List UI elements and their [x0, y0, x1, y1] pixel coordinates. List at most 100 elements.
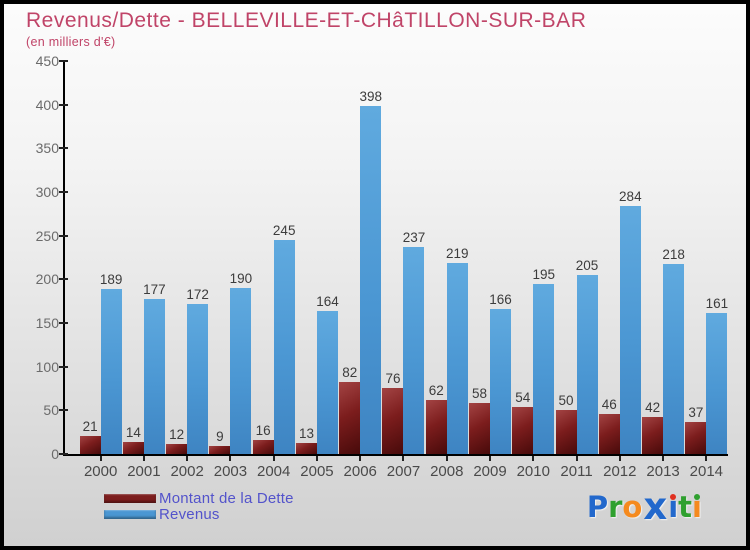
x-axis-tick: [359, 456, 362, 461]
dette-bar: 12: [166, 427, 188, 454]
y-axis-tick: [59, 147, 68, 150]
revenus-bar-value-label: 189: [99, 271, 123, 287]
y-axis-tick: [59, 322, 68, 324]
x-axis-year-label: 2008: [430, 463, 464, 480]
year-group-2005: 13 164 2005: [295, 61, 339, 480]
revenus-bar: 164: [316, 294, 339, 454]
revenus-bar-value-label: 195: [532, 266, 556, 282]
y-axis-tick-label: 0: [51, 446, 59, 462]
logo-letter: P: [586, 490, 609, 524]
y-axis-tick: [59, 453, 68, 455]
revenus-bar: 161: [706, 296, 728, 454]
legend-label: Montant de la Dette: [159, 489, 294, 507]
revenus-bar-value-label: 161: [705, 296, 729, 312]
year-group-2014: 37 161 2014: [685, 61, 728, 480]
legend-swatch: [104, 509, 156, 519]
dette-bar-value-label: 50: [558, 393, 574, 409]
year-group-2009: 58 166 2009: [468, 61, 512, 480]
revenus-bar-value-label: 219: [445, 245, 469, 261]
chart-subtitle: (en milliers d'€): [26, 35, 116, 49]
y-axis-tick-label: 150: [35, 315, 59, 331]
logo-letter: ı: [668, 490, 679, 524]
y-axis-tick: [59, 365, 68, 368]
dette-bar-value-label: 12: [169, 426, 185, 442]
dette-bar-value-label: 14: [125, 424, 141, 440]
y-axis-tick: [59, 234, 68, 237]
year-group-2001: 14 177 2001: [122, 61, 166, 480]
x-axis-year-label: 2006: [343, 463, 377, 480]
revenus-bar: 219: [446, 246, 469, 454]
x-axis-year-label: 2005: [300, 463, 334, 480]
legend-row-dette: Montant de la Dette: [104, 490, 294, 506]
dette-bar-value-label: 54: [515, 389, 531, 405]
logo-letter: t: [678, 490, 693, 524]
revenus-bar: 195: [533, 267, 555, 454]
y-axis-tick-label: 50: [43, 402, 59, 419]
dette-bar: 16: [252, 423, 274, 454]
x-axis-tick: [186, 456, 189, 461]
logo-letter: o: [622, 490, 643, 524]
logo-letter: r: [608, 490, 623, 524]
x-axis-tick: [575, 456, 578, 461]
revenus-bar-value-label: 284: [619, 188, 642, 204]
dette-bar: 13: [295, 426, 317, 454]
legend-row-revenus: Revenus: [104, 506, 294, 522]
y-axis-tick-label: 350: [35, 140, 59, 157]
year-group-2007: 76 237 2007: [382, 61, 426, 480]
revenus-bar: 177: [143, 282, 166, 454]
y-axis-tick-label: 100: [35, 358, 59, 375]
legend-swatch: [104, 493, 156, 503]
dette-bar-value-label: 46: [601, 396, 617, 412]
y-axis-tick: [59, 409, 68, 412]
y-axis-tick: [59, 191, 68, 193]
revenus-bar-value-label: 166: [489, 292, 512, 308]
x-axis-tick: [142, 456, 145, 461]
y-axis-tick-label: 400: [35, 96, 59, 113]
revenus-bar: 218: [662, 247, 685, 454]
y-axis-tick: [59, 60, 68, 62]
year-group-2010: 54 195 2010: [512, 61, 555, 480]
year-group-2003: 9 190 2003: [209, 61, 253, 480]
x-axis-year-label: 2012: [603, 463, 637, 480]
dette-bar-value-label: 62: [428, 382, 444, 398]
y-axis-tick-label: 200: [35, 271, 59, 288]
x-axis-tick: [99, 456, 102, 461]
legend: Montant de la Dette Revenus: [104, 490, 294, 522]
revenus-bar: 172: [186, 287, 209, 454]
chart-title: Revenus/Dette - BELLEVILLE-ET-CHâTILLON-…: [26, 9, 587, 32]
revenus-bar-value-label: 398: [359, 89, 382, 105]
revenus-bar: 284: [619, 189, 642, 454]
dette-bar: 46: [598, 397, 620, 454]
logo-letter-dot: [670, 494, 677, 500]
dette-bar: 9: [209, 429, 231, 454]
dette-bar: 62: [425, 383, 447, 454]
x-axis-tick: [662, 456, 665, 461]
year-group-2000: 21 189 2000: [79, 61, 122, 480]
year-group-2004: 16 245 2004: [252, 61, 295, 480]
dette-bar: 42: [642, 400, 664, 454]
year-group-2013: 42 218 2013: [641, 61, 685, 480]
revenus-bar: 205: [576, 258, 598, 454]
dette-bar-value-label: 9: [216, 429, 224, 445]
dette-bar: 50: [555, 393, 577, 454]
dette-bar: 76: [382, 371, 404, 454]
logo-letter: ı: [692, 490, 702, 524]
year-group-2008: 62 219 2008: [425, 61, 469, 480]
dette-bar: 58: [469, 386, 491, 454]
dette-bar: 54: [512, 390, 534, 454]
revenus-bar-value-label: 237: [402, 230, 426, 246]
x-axis-tick: [489, 456, 492, 461]
dette-bar-value-label: 42: [645, 400, 661, 416]
plot-area: 0 50 100 150 200 250 300 350 400 450 21 189 2000 14 1…: [36, 53, 728, 480]
revenus-bar: 166: [489, 292, 512, 454]
bar-groups: 21 189 2000 14 177 2001 12 172 2002 9 190 2003 16 245…: [79, 61, 728, 480]
year-group-2011: 50 205 2011: [555, 61, 598, 480]
revenus-bar-value-label: 218: [662, 246, 685, 262]
revenus-bar-value-label: 190: [229, 271, 253, 287]
logo-letter: x: [643, 485, 668, 528]
revenus-bar: 189: [100, 272, 122, 454]
dette-bar-value-label: 21: [82, 418, 98, 434]
logo-letter-dot: [694, 494, 701, 500]
x-axis-year-label: 2003: [213, 463, 248, 480]
